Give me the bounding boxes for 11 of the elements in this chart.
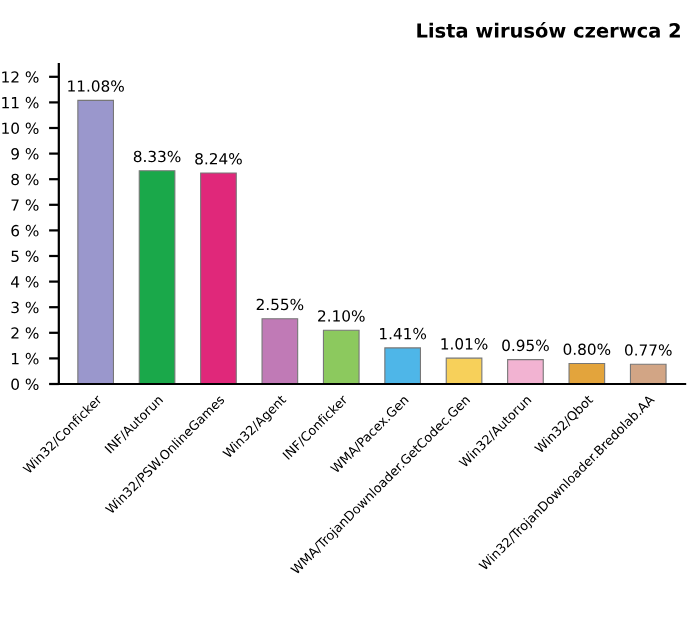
bar [568, 362, 606, 384]
bar [77, 99, 115, 384]
bar [384, 347, 422, 384]
bar [507, 359, 544, 384]
bar [138, 170, 176, 384]
chart-title: Lista wirusów czerwca 2 [417, 22, 680, 38]
bar [200, 172, 237, 384]
bar [629, 363, 667, 384]
bar [322, 329, 360, 384]
bar [445, 357, 483, 384]
bar [261, 318, 299, 384]
